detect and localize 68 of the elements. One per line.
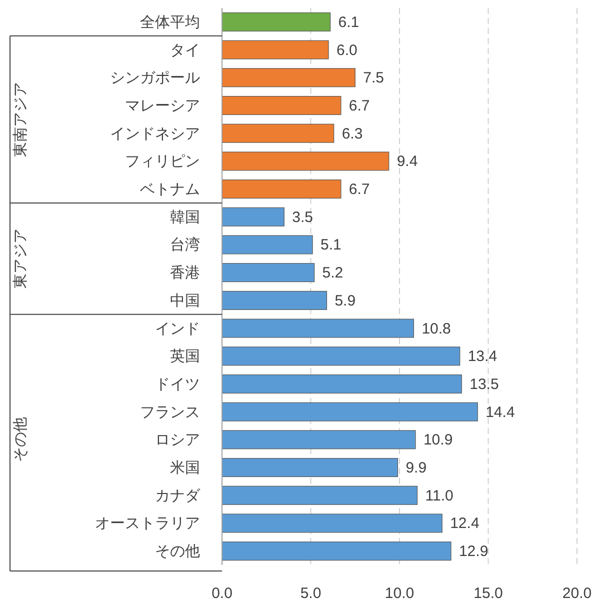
- bar: [222, 68, 356, 88]
- data-label: 5.2: [322, 264, 344, 282]
- y-tick-label: タイ: [170, 42, 200, 59]
- y-tick-label: 台湾: [170, 236, 200, 254]
- bar: [222, 402, 478, 422]
- data-label: 14.4: [486, 404, 515, 421]
- bar: [222, 180, 342, 199]
- x-tick-label: 10.0: [384, 585, 414, 602]
- data-label: 9.4: [396, 153, 418, 170]
- bar: [222, 486, 418, 505]
- y-tick-label: ドイツ: [155, 376, 200, 393]
- bar: [222, 207, 284, 226]
- y-tick-label: マレーシア: [125, 97, 200, 114]
- y-tick-label: ベトナム: [140, 181, 200, 198]
- x-tick-label: 15.0: [474, 585, 503, 602]
- bar: [222, 96, 342, 115]
- data-label: 10.8: [422, 320, 451, 338]
- data-label: 11.0: [425, 487, 454, 504]
- data-label: 10.9: [423, 432, 453, 449]
- x-tick-label: 5.0: [300, 585, 322, 602]
- data-label: 6.3: [342, 125, 363, 142]
- y-tick-label: シンガポール: [110, 70, 200, 87]
- bar: [222, 346, 460, 366]
- data-label: 6.1: [338, 14, 360, 31]
- bar: [222, 124, 334, 143]
- bar: [222, 263, 315, 282]
- y-tick-label: フィリピン: [125, 153, 200, 170]
- y-tick-label: その他: [155, 543, 200, 560]
- bar: [222, 318, 414, 338]
- x-tick-label: 0.0: [212, 585, 232, 602]
- bar: [222, 542, 452, 561]
- data-label: 6.7: [348, 97, 370, 114]
- data-label: 5.9: [334, 292, 356, 310]
- data-label: 9.9: [406, 460, 427, 477]
- data-label: 7.5: [363, 70, 384, 87]
- text: 東アジア: [12, 228, 29, 289]
- y-tick-label: インドネシア: [110, 125, 200, 142]
- x-tick-label: 20.0: [562, 585, 592, 602]
- y-tick-label: 中国: [170, 292, 200, 310]
- bar: [222, 152, 390, 171]
- data-label: 13.4: [468, 348, 498, 366]
- y-tick-label: 全体平均: [140, 14, 200, 31]
- data-label: 3.5: [292, 208, 313, 226]
- data-label: 12.9: [458, 543, 488, 560]
- bar: [222, 374, 462, 394]
- data-label: 12.4: [450, 515, 480, 532]
- y-tick-label: インド: [155, 320, 200, 338]
- data-label: 6.7: [348, 181, 370, 198]
- bar: [222, 290, 328, 310]
- y-tick-label: カナダ: [155, 487, 201, 504]
- data-label: 6.0: [336, 42, 358, 59]
- y-tick-label: オーストラリア: [95, 515, 200, 532]
- y-tick-label: 英国: [170, 348, 200, 366]
- text: その他: [12, 417, 29, 462]
- data-label: 5.1: [320, 236, 342, 254]
- bar: [222, 430, 416, 450]
- y-tick-label: 香港: [170, 264, 200, 282]
- y-tick-label: 韓国: [170, 208, 200, 226]
- bar: [222, 40, 329, 60]
- y-tick-label: ロシア: [155, 432, 200, 449]
- y-tick-label: 米国: [170, 460, 200, 477]
- bar: [222, 514, 442, 533]
- bar: [222, 235, 313, 254]
- bar: [222, 12, 331, 32]
- data-label: 13.5: [470, 376, 499, 393]
- y-tick-label: フランス: [140, 404, 200, 421]
- text: 東南アジア: [12, 82, 29, 157]
- bar: [222, 458, 398, 478]
